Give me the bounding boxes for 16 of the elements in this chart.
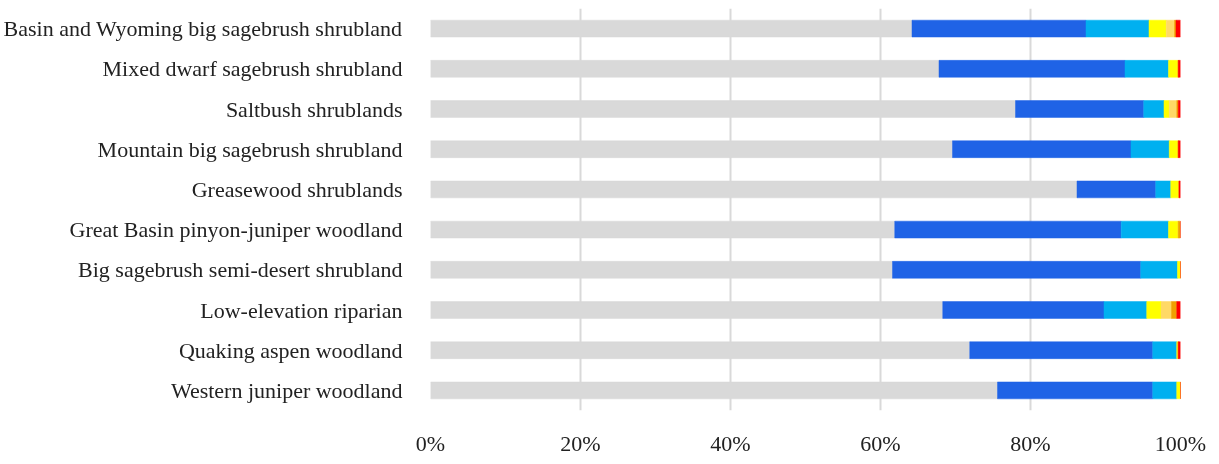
x-tick-label: 40% — [710, 430, 751, 456]
y-tick-label: Mountain big sagebrush shrubland — [97, 136, 403, 162]
y-tick-label: Low-elevation riparian — [200, 297, 403, 323]
y-tick-label: Quaking aspen woodland — [178, 337, 403, 363]
y-tick-label: Big sagebrush semi-desert shrubland — [78, 257, 403, 283]
x-tick-label: 20% — [560, 430, 601, 456]
y-tick-label: Basin and Wyoming big sagebrush shrubland — [3, 16, 403, 42]
x-tick-label: 100% — [1154, 430, 1207, 456]
x-tick-label: 60% — [860, 430, 901, 456]
y-tick-label: Great Basin pinyon-juniper woodland — [69, 217, 403, 243]
x-tick-label: 80% — [1010, 430, 1051, 456]
x-tick-label: 0% — [415, 430, 446, 456]
y-tick-label: Saltbush shrublands — [225, 96, 403, 122]
y-tick-label: Western juniper woodland — [170, 377, 403, 403]
y-tick-label: Mixed dwarf sagebrush shrubland — [102, 56, 403, 82]
y-tick-label: Greasewood shrublands — [191, 176, 403, 202]
